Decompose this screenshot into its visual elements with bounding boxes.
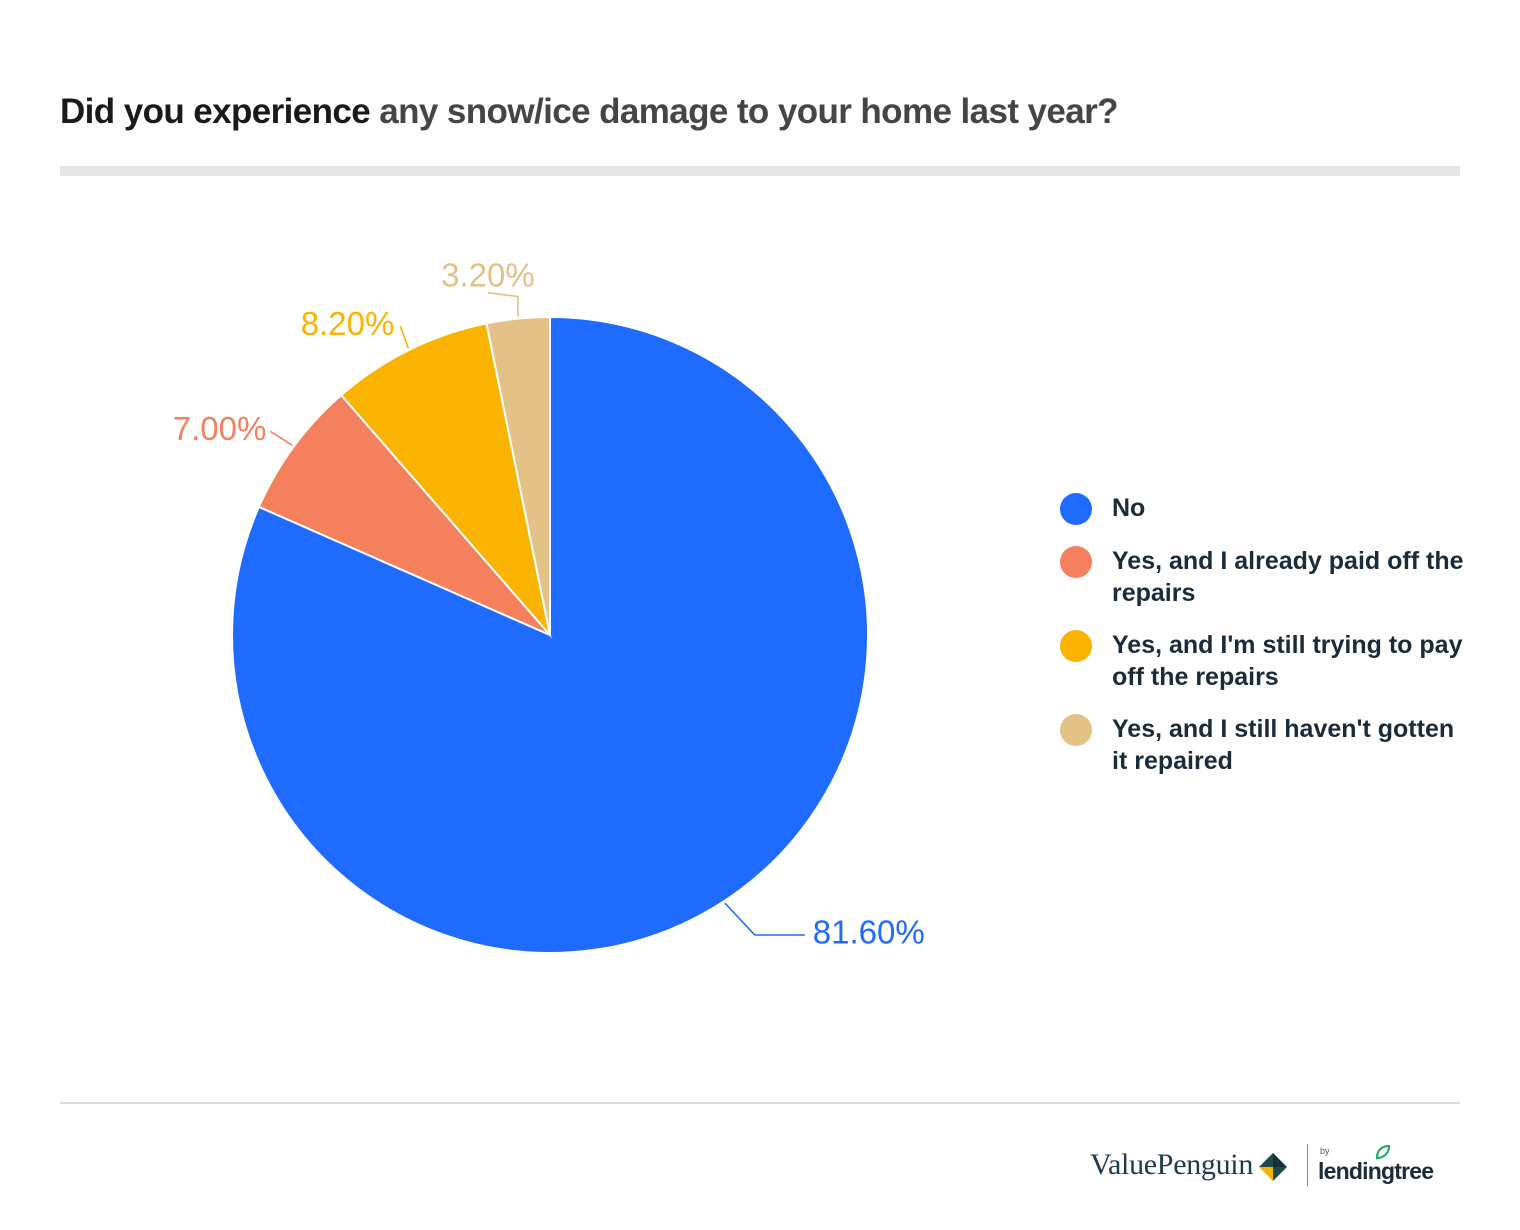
data-label-no: 81.60% [813, 914, 925, 951]
data-label-not-repaired: 3.20% [441, 257, 535, 294]
legend-swatch-still-paying [1060, 630, 1092, 662]
legend-swatch-no [1060, 493, 1092, 525]
pie-slices [231, 315, 869, 954]
leader-line-no [724, 902, 805, 936]
pie-slice-not-repaired [485, 315, 551, 636]
legend-label-not-repaired: Yes, and I still haven't gotten it repai… [1112, 715, 1455, 775]
legend-item-no: No [1060, 492, 1480, 525]
lendingtree-logo: by lendingtree [1318, 1140, 1448, 1190]
data-label-paid-off: 7.00% [173, 410, 267, 447]
chart-title: Did you experience any snow/ice damage t… [60, 92, 1119, 132]
title-divider [60, 166, 1460, 176]
legend-swatch-not-repaired [1060, 714, 1092, 746]
pie-chart: 81.60% 7.00% 8.20% 3.20% [173, 257, 925, 954]
legend-item-paid-off: Yes, and I already paid off the repairs [1060, 545, 1480, 609]
valuepenguin-mark-icon [1259, 1153, 1288, 1181]
leader-line-still-paying [399, 325, 410, 349]
leader-line-not-repaired [487, 291, 519, 317]
pie-slice-no [231, 315, 869, 954]
leader-line-paid-off [269, 430, 293, 446]
title-bold-part: Did you experience [60, 92, 371, 131]
title-rest-part: any snow/ice damage to your home last ye… [370, 92, 1118, 131]
legend-item-not-repaired: Yes, and I still haven't gotten it repai… [1060, 713, 1480, 777]
footer-logo: ValuePenguin by lendingtree [1090, 1140, 1448, 1190]
footer-divider [60, 1102, 1460, 1104]
leader-lines [269, 291, 805, 936]
lendingtree-wordmark: lendingtree [1318, 1158, 1434, 1184]
legend-item-still-paying: Yes, and I'm still trying to pay off the… [1060, 629, 1480, 693]
pie-slice-paid-off [257, 393, 551, 636]
data-labels: 81.60% 7.00% 8.20% 3.20% [173, 257, 925, 951]
legend: No Yes, and I already paid off the repai… [1060, 492, 1480, 797]
logo-separator [1307, 1144, 1309, 1186]
legend-label-still-paying: Yes, and I'm still trying to pay off the… [1112, 631, 1463, 691]
legend-label-no: No [1112, 494, 1146, 522]
pie-slice-still-paying [339, 322, 552, 639]
data-label-still-paying: 8.20% [301, 305, 395, 342]
lendingtree-by-label: by [1320, 1146, 1330, 1156]
leaf-icon [1375, 1144, 1391, 1160]
legend-label-paid-off: Yes, and I already paid off the repairs [1112, 547, 1464, 607]
valuepenguin-wordmark: ValuePenguin [1090, 1148, 1254, 1181]
legend-swatch-paid-off [1060, 546, 1092, 578]
